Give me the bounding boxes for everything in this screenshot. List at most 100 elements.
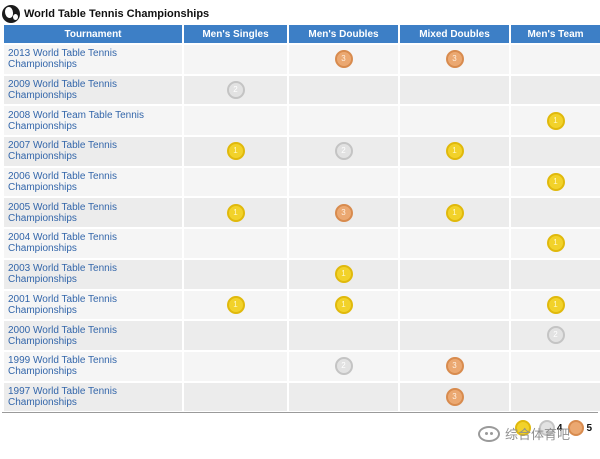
gold-medal-icon: 1: [546, 172, 565, 191]
title-bar: World Table Tennis Championships: [2, 4, 209, 24]
tournament-link[interactable]: 2005 World Table Tennis Championships: [4, 198, 182, 228]
medal-table-body: 2013 World Table Tennis Championships 3 3 2…: [4, 45, 600, 412]
gold-medal-icon: 1: [226, 142, 245, 161]
medal-cell-mixed-doubles: [400, 321, 509, 350]
medal-cell-mixed-doubles: 1: [400, 198, 509, 228]
medal-cell-mixed-doubles: [400, 229, 509, 258]
medal-cell-mens-doubles: [289, 106, 398, 136]
medal-cell-mens-team: 1: [511, 106, 600, 136]
column-header-tournament: Tournament: [4, 25, 182, 43]
table-row: 2001 World Table Tennis Championships 1 1 1: [4, 290, 600, 320]
table-row: 2009 World Table Tennis Championships 2: [4, 75, 600, 105]
medal-cell-mixed-doubles: [400, 290, 509, 320]
medal-cell-mens-singles: 1: [184, 198, 287, 228]
medal-cell-mens-singles: [184, 106, 287, 136]
gold-medal-icon: 1: [546, 295, 565, 314]
tournament-link[interactable]: 2004 World Table Tennis Championships: [4, 229, 182, 258]
medal-cell-mens-team: [511, 198, 600, 228]
bronze-medal-icon: 3: [445, 387, 464, 406]
table-row: 2003 World Table Tennis Championships 1: [4, 259, 600, 289]
medal-cell-mixed-doubles: 3: [400, 45, 509, 74]
medal-cell-mens-team: [511, 75, 600, 105]
gold-medal-icon: [514, 420, 531, 436]
table-row: 2008 World Team Table Tennis Championshi…: [4, 106, 600, 136]
medal-cell-mens-doubles: [289, 75, 398, 105]
wechat-icon: [478, 425, 500, 442]
medal-cell-mens-singles: [184, 229, 287, 258]
medal-cell-mixed-doubles: 3: [400, 382, 509, 412]
watermark: 综合体育吧: [478, 424, 570, 443]
medal-cell-mens-singles: [184, 321, 287, 350]
silver-medal-icon: [538, 420, 555, 436]
medal-cell-mens-doubles: 2: [289, 351, 398, 381]
medal-cell-mixed-doubles: [400, 75, 509, 105]
medal-cell-mens-doubles: 3: [289, 45, 398, 74]
medal-cell-mens-singles: [184, 351, 287, 381]
table-row: 1999 World Table Tennis Championships 2 3: [4, 351, 600, 381]
column-header-mens-doubles: Men's Doubles: [289, 25, 398, 43]
bronze-medal-icon: 3: [445, 357, 464, 376]
silver-medal-icon: 2: [226, 80, 245, 99]
gold-medal-icon: 1: [226, 203, 245, 222]
medal-cell-mens-team: 1: [511, 167, 600, 197]
medal-cell-mens-doubles: [289, 382, 398, 412]
tournament-link[interactable]: 1997 World Table Tennis Championships: [4, 382, 182, 412]
medal-cell-mens-singles: 1: [184, 137, 287, 166]
medal-cell-mixed-doubles: [400, 106, 509, 136]
bronze-medal-icon: [568, 420, 585, 436]
tally-item-bronze: 5: [568, 420, 592, 436]
tally-item-gold: [514, 420, 533, 436]
gold-medal-icon: 1: [334, 265, 353, 284]
tournament-link[interactable]: 1999 World Table Tennis Championships: [4, 351, 182, 381]
medal-cell-mens-team: [511, 382, 600, 412]
table-row: 1997 World Table Tennis Championships 3: [4, 382, 600, 412]
tournament-link[interactable]: 2013 World Table Tennis Championships: [4, 45, 182, 74]
gold-medal-icon: 1: [546, 111, 565, 130]
tournament-link[interactable]: 2007 World Table Tennis Championships: [4, 137, 182, 166]
table-row: 2006 World Table Tennis Championships 1: [4, 167, 600, 197]
bronze-medal-icon: 3: [334, 203, 353, 222]
column-header-mixed-doubles: Mixed Doubles: [400, 25, 509, 43]
medal-cell-mixed-doubles: [400, 259, 509, 289]
medal-cell-mens-doubles: [289, 167, 398, 197]
medal-cell-mens-singles: [184, 45, 287, 74]
tournament-link[interactable]: 2008 World Team Table Tennis Championshi…: [4, 106, 182, 136]
tournament-link[interactable]: 2000 World Table Tennis Championships: [4, 321, 182, 350]
tournament-link[interactable]: 2009 World Table Tennis Championships: [4, 75, 182, 105]
silver-medal-icon: 2: [334, 142, 353, 161]
silver-medal-icon: 2: [334, 357, 353, 376]
bronze-medal-icon: 3: [334, 50, 353, 69]
medal-cell-mens-singles: [184, 167, 287, 197]
medal-cell-mens-doubles: 3: [289, 198, 398, 228]
tournament-link[interactable]: 2006 World Table Tennis Championships: [4, 167, 182, 197]
table-row: 2013 World Table Tennis Championships 3 3: [4, 45, 600, 74]
medal-cell-mens-team: [511, 45, 600, 74]
table-row: 2007 World Table Tennis Championships 1 2 1: [4, 137, 600, 166]
medal-cell-mens-singles: 2: [184, 75, 287, 105]
medal-cell-mens-singles: 1: [184, 290, 287, 320]
medal-cell-mens-doubles: 1: [289, 290, 398, 320]
watermark-text: 综合体育吧: [505, 427, 571, 442]
medal-cell-mixed-doubles: 3: [400, 351, 509, 381]
tournament-link[interactable]: 2001 World Table Tennis Championships: [4, 290, 182, 320]
medal-cell-mens-team: [511, 351, 600, 381]
table-row: 2004 World Table Tennis Championships 1: [4, 229, 600, 258]
medal-cell-mens-doubles: [289, 321, 398, 350]
medal-cell-mixed-doubles: [400, 167, 509, 197]
medal-cell-mens-singles: [184, 259, 287, 289]
gold-medal-icon: 1: [546, 234, 565, 253]
gold-medal-icon: 1: [445, 203, 464, 222]
tally-count: 5: [586, 422, 592, 434]
gold-medal-icon: 1: [226, 295, 245, 314]
medal-cell-mens-team: 1: [511, 229, 600, 258]
medal-cell-mens-team: 1: [511, 290, 600, 320]
bronze-medal-icon: 3: [445, 50, 464, 69]
tournament-link[interactable]: 2003 World Table Tennis Championships: [4, 259, 182, 289]
footer-divider: [2, 412, 598, 413]
medal-cell-mens-singles: [184, 382, 287, 412]
tally-count: 4: [556, 422, 563, 434]
medal-cell-mens-doubles: 2: [289, 137, 398, 166]
column-header-mens-singles: Men's Singles: [184, 25, 287, 43]
silver-medal-icon: 2: [546, 326, 565, 345]
